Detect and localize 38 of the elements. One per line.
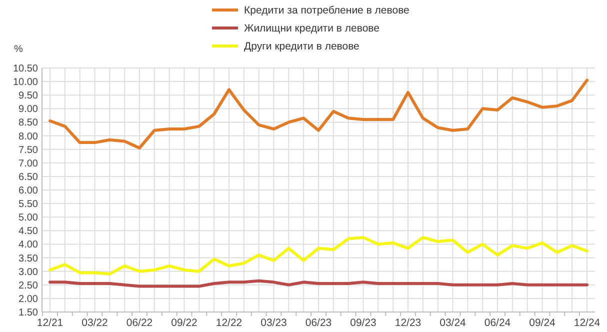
y-tick-label: 8.50 — [18, 118, 38, 129]
x-tick-label: 12/21 — [36, 317, 64, 329]
y-tick-label: 1.50 — [18, 308, 38, 318]
y-tick-label: 5.50 — [18, 199, 38, 210]
y-tick-label: 10.00 — [12, 77, 38, 88]
y-tick-label: 7.00 — [18, 158, 38, 170]
x-tick-label: 06/23 — [305, 317, 332, 329]
y-tick-label: 7.50 — [18, 144, 38, 156]
x-tick-label: 12/23 — [394, 317, 422, 329]
line-series — [48, 78, 588, 150]
x-tick-label: 03/23 — [260, 317, 288, 329]
y-tick-label: 3.50 — [18, 253, 38, 264]
y-tick-label: 6.50 — [18, 172, 38, 183]
y-tick-label: 9.00 — [18, 104, 38, 116]
legend-label: Жилищни кредити в левове — [244, 22, 380, 35]
y-tick-label: 2.00 — [18, 294, 38, 305]
x-tick-label: 06/22 — [126, 317, 153, 329]
x-tick-label: 09/22 — [171, 317, 198, 329]
x-tick-label: 03/22 — [82, 317, 108, 329]
x-tick-label: 12/22 — [216, 317, 242, 329]
legend-label: Кредити за потребление в левове — [244, 4, 410, 17]
line-series — [48, 236, 588, 276]
y-tick-label: 2.50 — [18, 280, 38, 292]
y-tick-label: 4.50 — [18, 226, 38, 238]
y-axis-title: % — [14, 44, 23, 55]
x-tick-label: 06/24 — [484, 317, 511, 329]
x-tick-label: 09/24 — [529, 317, 556, 329]
y-tick-label: 5.00 — [18, 212, 38, 224]
x-tick-label: 09/23 — [350, 317, 377, 329]
x-tick-label: 03/24 — [440, 317, 466, 329]
legend-label: Други кредити в левове — [244, 40, 360, 53]
y-tick-label: 6.00 — [18, 186, 38, 196]
y-tick-label: 8.00 — [18, 131, 38, 142]
x-tick-label: 12/24 — [574, 317, 600, 329]
y-tick-label: 10.50 — [12, 64, 38, 74]
y-tick-label: 3.00 — [18, 266, 38, 278]
y-tick-label: 4.00 — [18, 240, 38, 251]
y-tick-label: 9.50 — [18, 90, 38, 102]
